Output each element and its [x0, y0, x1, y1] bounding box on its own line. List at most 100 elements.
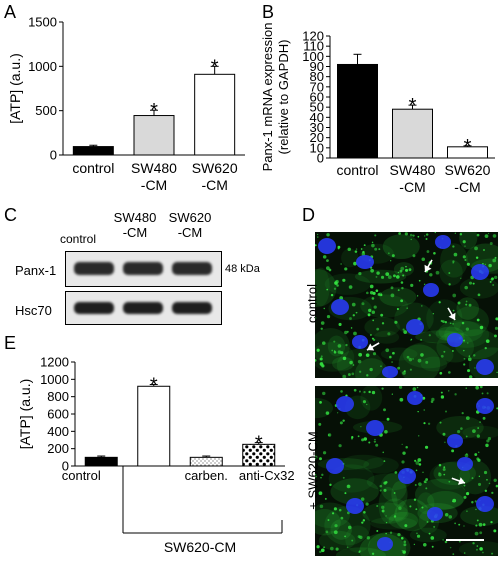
blot-band — [123, 262, 163, 275]
x-tick-label: SW620 — [445, 162, 491, 178]
cell-nucleus — [427, 507, 443, 521]
stain-punctum — [363, 437, 368, 441]
stain-punctum — [454, 393, 457, 396]
stain-punctum — [471, 501, 474, 504]
blot-image-panx1 — [65, 251, 222, 287]
stain-punctum — [431, 397, 435, 402]
cell-nucleus — [447, 333, 463, 347]
stain-punctum — [465, 303, 468, 306]
stain-punctum — [394, 471, 398, 474]
stain-punctum — [474, 531, 479, 536]
stain-punctum — [463, 525, 465, 527]
stain-punctum — [465, 416, 470, 421]
stain-punctum — [395, 275, 400, 279]
blot-row-label-panx1: Panx-1 — [15, 263, 57, 278]
stain-punctum — [337, 412, 339, 414]
stain-punctum — [401, 460, 405, 464]
stain-punctum — [485, 339, 490, 344]
stain-haze — [315, 268, 337, 307]
stain-punctum — [403, 330, 408, 334]
stain-punctum — [406, 307, 408, 309]
y-tick-label: 80 — [310, 69, 324, 84]
stain-haze — [427, 491, 464, 510]
stain-punctum — [336, 284, 339, 287]
x-tick-label: -CM — [454, 179, 480, 195]
significance-star: * — [255, 433, 263, 455]
stain-punctum — [316, 236, 319, 238]
stain-punctum — [443, 466, 446, 469]
stain-punctum — [349, 317, 352, 320]
stain-punctum — [475, 256, 479, 259]
stain-punctum — [457, 430, 461, 434]
stain-punctum — [350, 327, 353, 329]
stain-punctum — [347, 484, 350, 487]
bar — [133, 115, 175, 156]
stain-punctum — [403, 543, 407, 547]
y-tick-label: 200 — [47, 441, 69, 456]
stain-punctum — [402, 328, 405, 331]
y-axis-label: [ATP] (a.u.) — [7, 53, 23, 124]
stain-punctum — [476, 457, 480, 461]
stain-punctum — [329, 483, 332, 487]
stain-punctum — [363, 391, 366, 394]
stain-punctum — [353, 261, 357, 266]
stain-punctum — [425, 487, 428, 490]
stain-punctum — [464, 453, 469, 458]
cell-nucleus — [447, 434, 463, 448]
y-tick-label: 0 — [50, 148, 57, 163]
stain-punctum — [325, 530, 329, 534]
stain-punctum — [361, 438, 365, 442]
stain-haze — [315, 508, 341, 536]
x-tick-label: SW620 — [192, 160, 238, 176]
stain-punctum — [404, 232, 408, 236]
stain-punctum — [342, 374, 347, 378]
stain-punctum — [429, 273, 433, 277]
stain-punctum — [346, 511, 350, 515]
stain-punctum — [416, 386, 419, 389]
stain-punctum — [417, 235, 420, 238]
cell-nucleus — [356, 255, 374, 269]
stain-punctum — [452, 262, 454, 264]
stain-punctum — [425, 233, 429, 236]
y-tick-label: 0 — [62, 459, 69, 474]
stain-punctum — [328, 434, 330, 436]
stain-punctum — [354, 250, 358, 253]
stain-punctum — [468, 355, 471, 357]
stain-punctum — [362, 519, 366, 522]
stain-haze — [439, 259, 463, 286]
stain-punctum — [375, 443, 379, 447]
stain-punctum — [479, 531, 483, 535]
significance-star: * — [464, 136, 472, 158]
stain-punctum — [465, 492, 470, 496]
stain-punctum — [342, 419, 345, 422]
stain-punctum — [353, 331, 357, 336]
stain-punctum — [322, 451, 327, 455]
stain-punctum — [357, 359, 362, 364]
blot-band — [123, 302, 163, 314]
stain-punctum — [326, 288, 329, 291]
y-tick-label: 400 — [47, 424, 69, 439]
stain-punctum — [418, 435, 420, 437]
stain-punctum — [323, 546, 326, 549]
stain-punctum — [337, 245, 341, 249]
stain-punctum — [412, 254, 416, 258]
stain-punctum — [342, 356, 347, 361]
stain-punctum — [390, 260, 392, 262]
stain-punctum — [371, 337, 374, 340]
stain-punctum — [399, 397, 404, 402]
stain-punctum — [322, 255, 327, 259]
cell-nucleus — [476, 359, 494, 375]
stain-punctum — [371, 241, 374, 244]
stain-punctum — [479, 547, 483, 551]
stain-punctum — [425, 238, 428, 240]
stain-punctum — [425, 478, 429, 481]
stain-punctum — [318, 491, 323, 496]
x-tick-label: carben. — [185, 468, 228, 483]
bar — [337, 63, 378, 159]
stain-punctum — [335, 547, 339, 551]
significance-star: * — [409, 95, 417, 117]
stain-punctum — [492, 234, 497, 238]
stain-punctum — [472, 282, 475, 285]
stain-punctum — [474, 246, 478, 251]
